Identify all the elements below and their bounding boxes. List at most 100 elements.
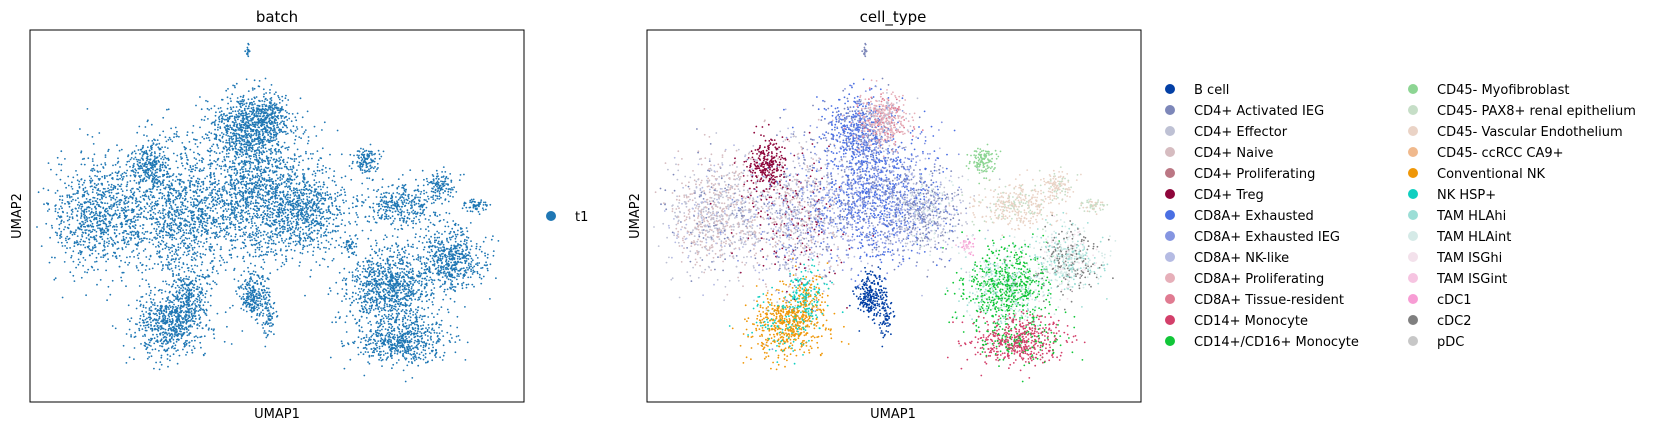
scatter-point — [177, 246, 180, 249]
scatter-point — [179, 242, 182, 245]
scatter-point — [104, 154, 107, 157]
scatter-point — [281, 204, 284, 207]
scatter-point — [96, 203, 98, 206]
scatter-point — [195, 238, 197, 241]
scatter-point — [291, 226, 294, 229]
scatter-point — [71, 188, 74, 190]
scatter-point — [108, 222, 111, 225]
scatter-point — [228, 139, 231, 142]
scatter-point — [81, 231, 84, 234]
scatter-point — [262, 204, 264, 207]
scatter-point — [193, 138, 195, 141]
scatter-point — [118, 203, 121, 206]
scatter-point — [165, 199, 168, 202]
scatter-point — [167, 246, 170, 249]
scatter-point — [64, 245, 66, 247]
scatter-point — [247, 133, 250, 136]
scatter-point — [286, 180, 289, 183]
scatter-point — [197, 180, 200, 183]
scatter-point — [262, 211, 265, 214]
scatter-point — [142, 215, 145, 218]
scatter-point — [173, 187, 175, 190]
scatter-point — [117, 217, 119, 219]
scatter-point — [73, 245, 76, 248]
scatter-point — [213, 121, 215, 124]
scatter-point — [233, 192, 236, 195]
scatter-point — [226, 227, 229, 230]
scatter-point — [327, 217, 330, 220]
scatter-point — [117, 171, 120, 174]
scatter-point — [245, 187, 248, 190]
scatter-point — [212, 173, 215, 176]
scatter-point — [187, 179, 190, 182]
scatter-point — [323, 121, 326, 124]
scatter-point — [239, 215, 242, 218]
scatter-point — [208, 246, 211, 248]
scatter-point — [248, 221, 250, 224]
scatter-point — [274, 243, 277, 246]
scatter-point — [246, 196, 249, 199]
scatter-point — [314, 202, 316, 205]
scatter-point — [193, 257, 196, 259]
scatter-point — [230, 203, 233, 205]
scatter-point — [252, 176, 255, 179]
scatter-point — [99, 193, 101, 196]
scatter-point — [93, 182, 96, 185]
scatter-point — [303, 173, 306, 175]
scatter-point — [169, 251, 172, 254]
scatter-point — [168, 268, 171, 271]
scatter-point — [302, 198, 305, 201]
scatter-point — [102, 195, 105, 198]
scatter-point — [138, 183, 140, 185]
scatter-point — [265, 233, 268, 236]
scatter-point — [210, 149, 213, 152]
scatter-point — [268, 130, 271, 133]
scatter-point — [337, 230, 339, 232]
scatter-point — [269, 102, 271, 105]
scatter-point — [242, 170, 245, 173]
scatter-point — [239, 146, 242, 149]
scatter-point — [261, 245, 263, 248]
scatter-point — [151, 140, 154, 142]
scatter-point — [88, 245, 90, 248]
scatter-point — [256, 149, 259, 151]
scatter-point — [275, 233, 278, 236]
scatter-point — [133, 194, 135, 197]
scatter-point — [106, 241, 108, 244]
scatter-point — [217, 194, 220, 197]
scatter-point — [243, 260, 246, 263]
scatter-point — [117, 209, 119, 212]
scatter-point — [271, 192, 273, 194]
scatter-point — [273, 134, 276, 137]
scatter-point — [94, 212, 97, 215]
scatter-point — [147, 171, 150, 174]
scatter-point — [201, 208, 204, 211]
scatter-point — [156, 218, 159, 221]
scatter-point — [88, 233, 90, 236]
scatter-point — [174, 180, 177, 183]
scatter-point — [272, 240, 275, 242]
scatter-point — [117, 183, 119, 186]
scatter-point — [248, 212, 251, 215]
scatter-point — [214, 188, 217, 191]
scatter-point — [121, 271, 124, 274]
scatter-point — [77, 263, 80, 266]
scatter-point — [226, 171, 229, 173]
batch-title: batch — [256, 8, 298, 26]
scatter-point — [168, 202, 171, 205]
scatter-point — [235, 178, 238, 181]
scatter-point — [210, 132, 213, 135]
scatter-point — [293, 160, 296, 163]
scatter-point — [181, 162, 183, 165]
scatter-point — [224, 215, 227, 218]
scatter-point — [239, 218, 242, 220]
scatter-point — [218, 225, 221, 228]
scatter-point — [166, 254, 169, 257]
scatter-point — [199, 96, 201, 98]
scatter-point — [334, 197, 337, 200]
scatter-point — [233, 168, 236, 171]
scatter-point — [272, 139, 275, 142]
scatter-point — [78, 201, 80, 204]
scatter-point — [213, 175, 216, 178]
scatter-point — [103, 249, 106, 251]
